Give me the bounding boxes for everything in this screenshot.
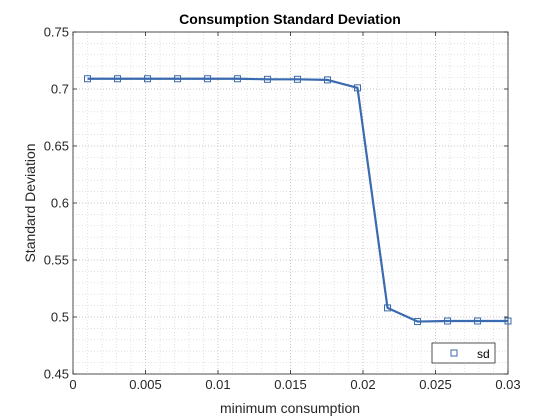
y-tick-label: 0.6 (51, 196, 69, 211)
data-point (233, 75, 241, 83)
x-tick-label: 0.03 (495, 377, 520, 392)
x-tick-label: 0.01 (205, 377, 230, 392)
y-tick-label: 0.65 (44, 139, 69, 154)
x-tick-label: 0.005 (129, 377, 162, 392)
y-tick-label: 0.45 (44, 367, 69, 382)
x-axis-label: minimum consumption (220, 400, 360, 416)
y-tick-label: 0.55 (44, 253, 69, 268)
x-tick-label: 0.025 (419, 377, 452, 392)
data-point (144, 75, 152, 83)
x-axis: 0 0.005 0.01 0.015 0.02 0.025 0.03 (69, 32, 521, 392)
data-point (353, 84, 361, 92)
data-point (263, 75, 271, 83)
y-axis-label: Standard Deviation (22, 143, 38, 262)
y-tick-label: 0.5 (51, 310, 69, 325)
legend-label: sd (477, 347, 490, 361)
data-point (293, 75, 301, 83)
series-layer (84, 75, 512, 326)
data-point (474, 317, 482, 325)
data-point (414, 318, 422, 326)
legend-marker (450, 349, 458, 357)
y-tick-label: 0.75 (44, 25, 69, 40)
x-tick-label: 0 (69, 377, 76, 392)
data-point (504, 317, 512, 325)
data-point (444, 317, 452, 325)
y-axis: 0.45 0.5 0.55 0.6 0.65 0.7 0.75 (44, 25, 508, 382)
legend-box (431, 342, 496, 364)
data-point (114, 75, 122, 83)
data-point (323, 76, 331, 84)
data-point (384, 304, 392, 312)
data-point (84, 75, 91, 83)
y-tick-label: 0.7 (51, 82, 69, 97)
data-point (204, 75, 212, 83)
series-line-sd (87, 77, 508, 323)
data-point (174, 75, 182, 83)
chart-title: Consumption Standard Deviation (179, 11, 401, 27)
legend: sd (431, 342, 496, 364)
x-tick-label: 0.015 (274, 377, 307, 392)
x-tick-label: 0.02 (350, 377, 375, 392)
